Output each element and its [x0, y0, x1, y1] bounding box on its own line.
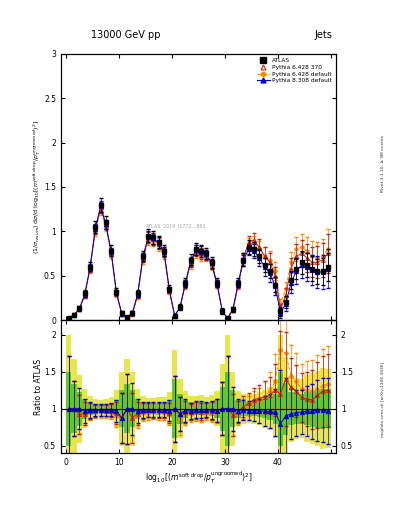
- Text: 13000 GeV pp: 13000 GeV pp: [91, 30, 160, 40]
- Text: ATLAS_2019_I1772...861: ATLAS_2019_I1772...861: [146, 223, 207, 228]
- Y-axis label: $(1/\sigma_{resum})$ d$\sigma$/d log$_{10}$[$(m^{\rm soft\ drop}/p_T^{\rm ungroo: $(1/\sigma_{resum})$ d$\sigma$/d log$_{1…: [31, 120, 42, 254]
- X-axis label: $\log_{10}[(m^{\rm soft\ drop}/p_T^{\rm ungroomed})^2]$: $\log_{10}[(m^{\rm soft\ drop}/p_T^{\rm …: [145, 470, 252, 486]
- Legend: ATLAS, Pythia 6.428 370, Pythia 6.428 default, Pythia 8.308 default: ATLAS, Pythia 6.428 370, Pythia 6.428 de…: [256, 57, 333, 84]
- Text: Jets: Jets: [314, 30, 332, 40]
- Text: Rivet 3.1.10, ≥ 3M events: Rivet 3.1.10, ≥ 3M events: [381, 135, 385, 193]
- Text: mcplots.cern.ch [arXiv:1306.3436]: mcplots.cern.ch [arXiv:1306.3436]: [381, 362, 385, 437]
- Y-axis label: Ratio to ATLAS: Ratio to ATLAS: [33, 358, 42, 415]
